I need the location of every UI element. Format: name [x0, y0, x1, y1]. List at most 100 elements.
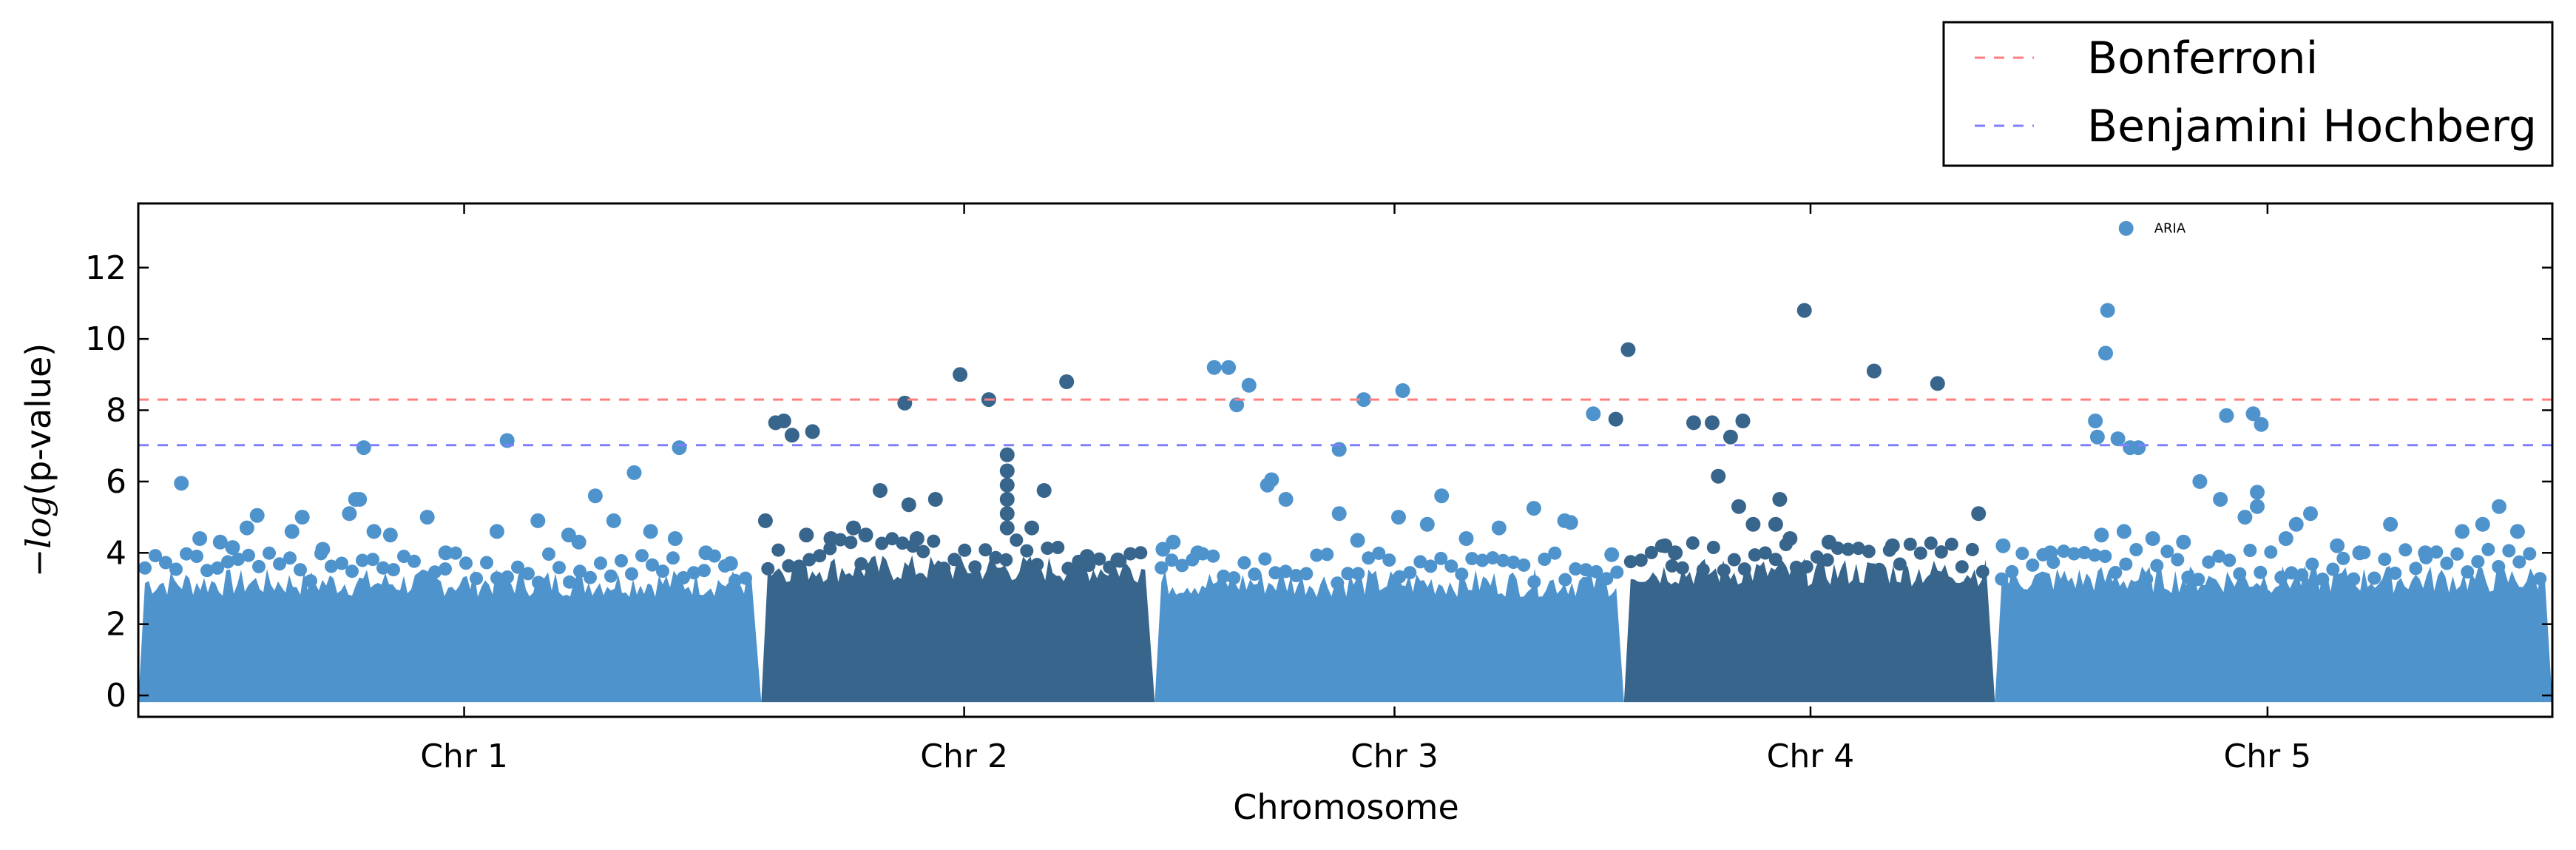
- bulk-point: [947, 553, 961, 567]
- y-axis-label-text: (p-value): [18, 343, 58, 496]
- data-point: [1884, 538, 1900, 553]
- legend-label-benjamini-hochberg: Benjamini Hochberg: [2087, 101, 2537, 152]
- bulk-point: [480, 556, 493, 570]
- bulk-point: [927, 534, 941, 548]
- data-point: [2116, 524, 2132, 539]
- bulk-point: [1737, 562, 1751, 576]
- bulk-point: [2378, 553, 2392, 567]
- bulk-point: [1527, 575, 1541, 589]
- bulk-point: [1862, 544, 1876, 559]
- data-point: [2278, 531, 2293, 546]
- data-point: [846, 520, 861, 536]
- bulk-point: [594, 556, 607, 570]
- data-point: [1024, 520, 1040, 536]
- bulk-point: [813, 549, 827, 563]
- data-point: [2303, 506, 2318, 522]
- bulk-point: [2181, 570, 2195, 584]
- y-tick-label: 10: [85, 320, 126, 358]
- data-point: [2250, 499, 2265, 514]
- bulk-point: [1589, 564, 1603, 579]
- data-point: [2176, 534, 2191, 550]
- data-point: [2288, 516, 2304, 532]
- bulk-point: [252, 559, 266, 573]
- data-point: [999, 477, 1015, 493]
- data-point: [1190, 545, 1206, 561]
- data-point: [1350, 533, 1365, 548]
- bulk-point: [1299, 567, 1314, 581]
- bulk-point: [573, 564, 586, 579]
- data-point: [1796, 303, 1812, 318]
- bulk-point: [418, 575, 431, 589]
- bulk-point: [1789, 560, 1803, 574]
- bulk-point: [1175, 559, 1189, 573]
- bulk-point: [1362, 551, 1376, 565]
- data-point: [419, 510, 435, 525]
- data-point: [626, 465, 642, 480]
- bulk-point: [149, 549, 162, 563]
- bulk-point: [2367, 571, 2381, 585]
- bulk-point: [2067, 547, 2081, 561]
- bulk-point: [1475, 553, 1490, 567]
- data-point: [1079, 549, 1095, 564]
- bulk-point: [865, 561, 879, 576]
- bulk-point: [1820, 553, 1834, 567]
- bulk-point: [1903, 537, 1917, 551]
- bulk-point: [345, 564, 359, 579]
- data-point: [225, 540, 240, 556]
- data-point: [927, 492, 943, 507]
- bulk-point: [1768, 553, 1782, 567]
- bulk-point: [2057, 544, 2071, 559]
- bulk-point: [2450, 547, 2464, 561]
- bulk-point: [2347, 572, 2361, 586]
- bulk-point: [1351, 567, 1365, 581]
- bulk-point: [978, 543, 993, 557]
- bulk-point: [1696, 563, 1710, 577]
- bulk-point: [1727, 553, 1741, 567]
- data-point: [382, 527, 398, 543]
- data-point: [1731, 499, 1746, 514]
- data-point: [1768, 516, 1783, 532]
- data-point: [799, 527, 814, 543]
- bulk-point: [2336, 551, 2350, 565]
- bulk-point: [2502, 544, 2516, 558]
- data-point: [643, 524, 658, 539]
- data-point: [212, 534, 228, 550]
- bulk-point: [2471, 555, 2485, 569]
- data-point: [1229, 397, 1245, 413]
- x-tick-label-chr-2: Chr 2: [920, 738, 1008, 775]
- bulk-point: [2015, 547, 2029, 561]
- data-point: [2330, 538, 2345, 553]
- x-axis: Chr 1 Chr 2 Chr 3 Chr 4 Chr 5: [420, 203, 2311, 775]
- bulk-point: [2274, 570, 2288, 584]
- bulk-point: [1227, 571, 1241, 585]
- x-tick-label-chr-5: Chr 5: [2224, 738, 2312, 775]
- bulk-point: [2233, 567, 2247, 581]
- bulk-point: [1995, 572, 2009, 586]
- bulk-point: [2481, 542, 2495, 556]
- y-tick-label: 6: [106, 463, 126, 501]
- x-tick-label-chr-1: Chr 1: [420, 738, 508, 775]
- data-point: [530, 513, 546, 528]
- data-point: [1563, 515, 1578, 530]
- bulk-point: [1424, 559, 1438, 573]
- bulk-point: [1206, 549, 1220, 563]
- legend-label-bonferroni: Bonferroni: [2087, 33, 2318, 84]
- bulk-point: [1569, 562, 1583, 576]
- bulk-point: [1665, 559, 1679, 573]
- bulk-point: [2140, 572, 2154, 586]
- bulk-point: [677, 571, 690, 584]
- bulk-point: [2512, 555, 2526, 569]
- y-axis: 0 2 4 6 8 10 12: [85, 249, 2552, 715]
- data-point: [1036, 483, 1052, 498]
- data-point: [1995, 538, 2011, 553]
- bulk-point: [937, 561, 951, 576]
- bulk-point: [138, 561, 152, 575]
- data-point: [587, 488, 603, 504]
- data-point: [2131, 440, 2146, 456]
- bulk-point: [761, 561, 775, 576]
- y-axis-label-math: −log: [18, 496, 58, 577]
- bulk-point: [180, 547, 193, 561]
- bulk-point: [2243, 544, 2257, 557]
- bulk-point: [802, 553, 817, 567]
- data-point: [1434, 488, 1450, 504]
